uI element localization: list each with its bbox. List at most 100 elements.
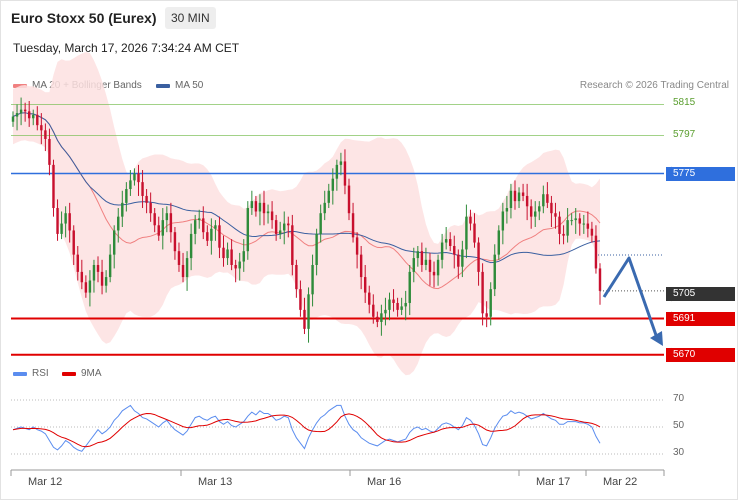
candle-body (307, 294, 310, 329)
candle-body (153, 213, 156, 226)
level-tag-5705: 5705 (666, 287, 735, 302)
candle-body (278, 230, 282, 234)
candle-body (570, 220, 573, 222)
candle-body (493, 254, 496, 290)
candle-body (133, 173, 136, 181)
candle-body (226, 249, 229, 259)
x-tick-label-mar-17: Mar 17 (536, 476, 571, 488)
forecast-path (602, 256, 659, 339)
candle-body (505, 208, 509, 212)
candle-body (448, 239, 452, 246)
candle-body (590, 228, 594, 236)
candle-body (347, 185, 351, 214)
candle-body (206, 232, 209, 241)
candle-body (246, 208, 250, 252)
candle-body (100, 271, 104, 286)
candle-body (416, 251, 420, 259)
ma20-line (12, 112, 601, 290)
candle-body (412, 258, 415, 272)
candle-body (578, 218, 581, 224)
candle-body (440, 242, 444, 260)
candle-body (266, 211, 270, 214)
legend-rsi-ma: 9MA (62, 368, 102, 379)
candle-body (218, 225, 221, 248)
candle-body (319, 213, 322, 234)
candle-body (56, 208, 59, 234)
candle-body (481, 271, 484, 314)
candle-body (36, 114, 39, 126)
rsi-ma-swatch (62, 371, 76, 376)
candle-body (598, 268, 602, 291)
level-tag-5670: 5670 (666, 347, 735, 362)
candle-body (165, 213, 169, 221)
candle-body (380, 313, 383, 322)
candle-body (23, 109, 27, 112)
candle-body (363, 277, 367, 293)
candle-body (542, 194, 545, 207)
candle-body (376, 316, 379, 322)
candle-body (331, 178, 335, 191)
candle-body (396, 302, 399, 310)
candle-body (501, 211, 505, 231)
candle-body (270, 211, 274, 221)
rsi-line (12, 404, 601, 452)
x-tick-label-mar-12: Mar 12 (28, 476, 63, 488)
candle-body (400, 306, 403, 310)
candle-body (521, 192, 525, 196)
candle-body (485, 313, 488, 317)
candle-body (19, 109, 23, 114)
candle-body (538, 206, 541, 212)
timestamp: Tuesday, March 17, 2026 7:34:24 AM CET (13, 41, 240, 55)
candle-body (444, 239, 448, 243)
candle-body (32, 114, 35, 119)
candle-body (327, 190, 330, 203)
ma50-line (12, 112, 601, 264)
candle-body (392, 299, 395, 303)
candle-body (189, 233, 193, 259)
candle-body (517, 192, 521, 202)
candle-body (230, 249, 233, 265)
ma20-swatch (13, 83, 27, 88)
candle-body (489, 289, 492, 317)
candle-body (457, 254, 460, 267)
candle-body (586, 223, 590, 229)
candle-body (477, 242, 480, 272)
candle-body (436, 259, 440, 276)
candle-body (129, 180, 132, 190)
candle-body (238, 261, 241, 269)
x-tick-label-mar-13: Mar 13 (198, 476, 233, 488)
level-label-5797: 5797 (673, 128, 696, 140)
candle-body (222, 247, 225, 259)
legend-rsi: RSI (13, 368, 49, 379)
candle-body (198, 218, 201, 221)
candle-body (408, 271, 411, 303)
candle-body (44, 130, 47, 139)
candle-body (262, 202, 266, 214)
rsi-ma-line (12, 412, 601, 448)
candle-body (420, 251, 424, 265)
candle-body (108, 254, 112, 278)
candle-body (550, 202, 553, 214)
candle-body (112, 230, 116, 255)
candle-body (368, 292, 371, 305)
rsi-legend-label: RSI (32, 368, 49, 379)
timeframe-badge[interactable]: 30 MIN (165, 7, 216, 29)
candle-body (509, 190, 513, 209)
candle-body (295, 264, 298, 290)
candle-body (497, 230, 501, 255)
candle-body (453, 246, 456, 255)
candle-body (27, 111, 31, 119)
candle-body (173, 232, 177, 252)
candle-body (566, 220, 569, 236)
candle-body (287, 223, 290, 226)
x-tick-label-mar-22: Mar 22 (603, 476, 638, 488)
candle-body (359, 254, 363, 278)
candle-body (554, 213, 557, 217)
level-label-5815: 5815 (673, 97, 696, 109)
candle-body (424, 259, 428, 265)
candle-body (210, 228, 213, 241)
candle-body (335, 164, 339, 179)
candle-body (388, 299, 391, 310)
rsi-tick-70: 70 (673, 393, 685, 404)
